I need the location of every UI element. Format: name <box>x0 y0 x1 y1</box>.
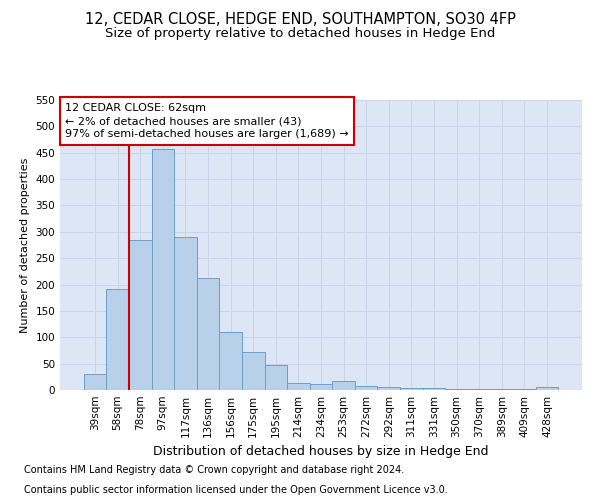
Y-axis label: Number of detached properties: Number of detached properties <box>20 158 30 332</box>
Text: Size of property relative to detached houses in Hedge End: Size of property relative to detached ho… <box>105 28 495 40</box>
Bar <box>310 384 332 390</box>
Bar <box>536 388 558 390</box>
Bar <box>220 332 242 390</box>
Text: Contains public sector information licensed under the Open Government Licence v3: Contains public sector information licen… <box>24 485 448 495</box>
Bar <box>129 240 152 390</box>
Text: 12, CEDAR CLOSE, HEDGE END, SOUTHAMPTON, SO30 4FP: 12, CEDAR CLOSE, HEDGE END, SOUTHAMPTON,… <box>85 12 515 28</box>
Bar <box>265 365 287 390</box>
Bar <box>422 388 445 390</box>
Bar <box>377 387 400 390</box>
Bar <box>287 383 310 390</box>
X-axis label: Distribution of detached houses by size in Hedge End: Distribution of detached houses by size … <box>153 446 489 458</box>
Bar <box>174 237 197 390</box>
Bar <box>106 289 129 390</box>
Bar <box>197 278 220 390</box>
Bar <box>152 149 174 390</box>
Text: 12 CEDAR CLOSE: 62sqm
← 2% of detached houses are smaller (43)
97% of semi-detac: 12 CEDAR CLOSE: 62sqm ← 2% of detached h… <box>65 103 349 140</box>
Bar <box>355 386 377 390</box>
Bar <box>84 374 106 390</box>
Text: Contains HM Land Registry data © Crown copyright and database right 2024.: Contains HM Land Registry data © Crown c… <box>24 465 404 475</box>
Bar <box>242 352 265 390</box>
Bar <box>400 388 422 390</box>
Bar <box>332 380 355 390</box>
